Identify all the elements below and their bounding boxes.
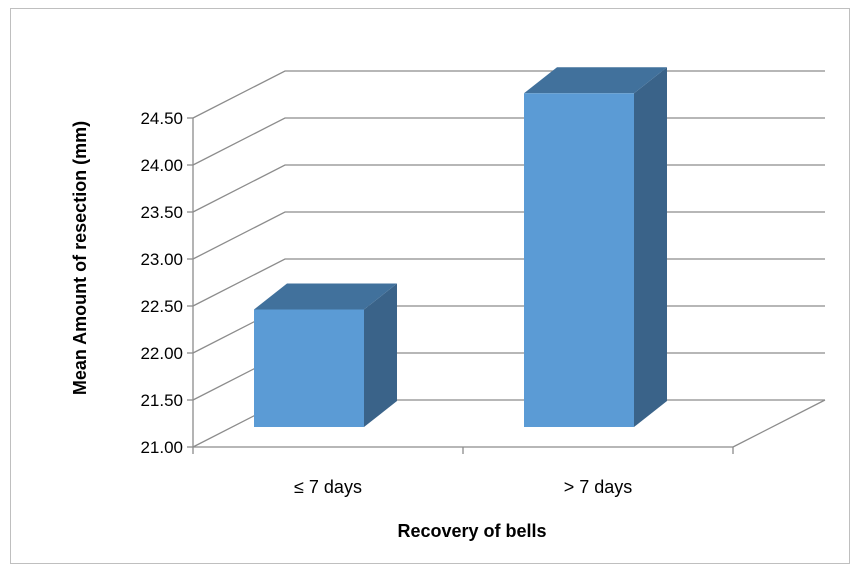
y-axis-title: Mean Amount of resection (mm) bbox=[70, 121, 90, 395]
bar-top-face bbox=[254, 283, 397, 310]
bar-front-face bbox=[254, 309, 364, 427]
y-tick-label: 22.50 bbox=[140, 297, 183, 316]
x-tick-labels: ≤ 7 days > 7 days bbox=[294, 477, 632, 497]
x-tick-label: ≤ 7 days bbox=[294, 477, 362, 497]
y-tick-label: 24.50 bbox=[140, 109, 183, 128]
bar-top-face bbox=[524, 67, 667, 94]
gridline bbox=[192, 164, 825, 213]
floor-edge bbox=[732, 399, 826, 448]
x-axis-title: Recovery of bells bbox=[397, 521, 546, 541]
bar bbox=[254, 283, 397, 427]
gridline bbox=[192, 70, 825, 119]
y-tick-label: 21.50 bbox=[140, 391, 183, 410]
gridline bbox=[192, 211, 825, 260]
bar-side-face bbox=[634, 67, 667, 428]
bar-front-face bbox=[524, 93, 634, 428]
bar bbox=[524, 67, 667, 428]
y-tick-label: 23.00 bbox=[140, 250, 183, 269]
axes bbox=[187, 117, 734, 454]
bars bbox=[254, 67, 667, 428]
gridline bbox=[192, 117, 825, 166]
x-tick-label: > 7 days bbox=[564, 477, 633, 497]
y-tick-label: 22.00 bbox=[140, 344, 183, 363]
y-tick-label: 23.50 bbox=[140, 203, 183, 222]
chart-frame bbox=[10, 8, 850, 564]
y-tick-label: 24.00 bbox=[140, 156, 183, 175]
y-tick-labels: 21.00 21.50 22.00 22.50 23.00 23.50 24.00 24.50 bbox=[140, 109, 183, 457]
y-tick-label: 21.00 bbox=[140, 438, 183, 457]
bar-side-face bbox=[364, 283, 397, 427]
